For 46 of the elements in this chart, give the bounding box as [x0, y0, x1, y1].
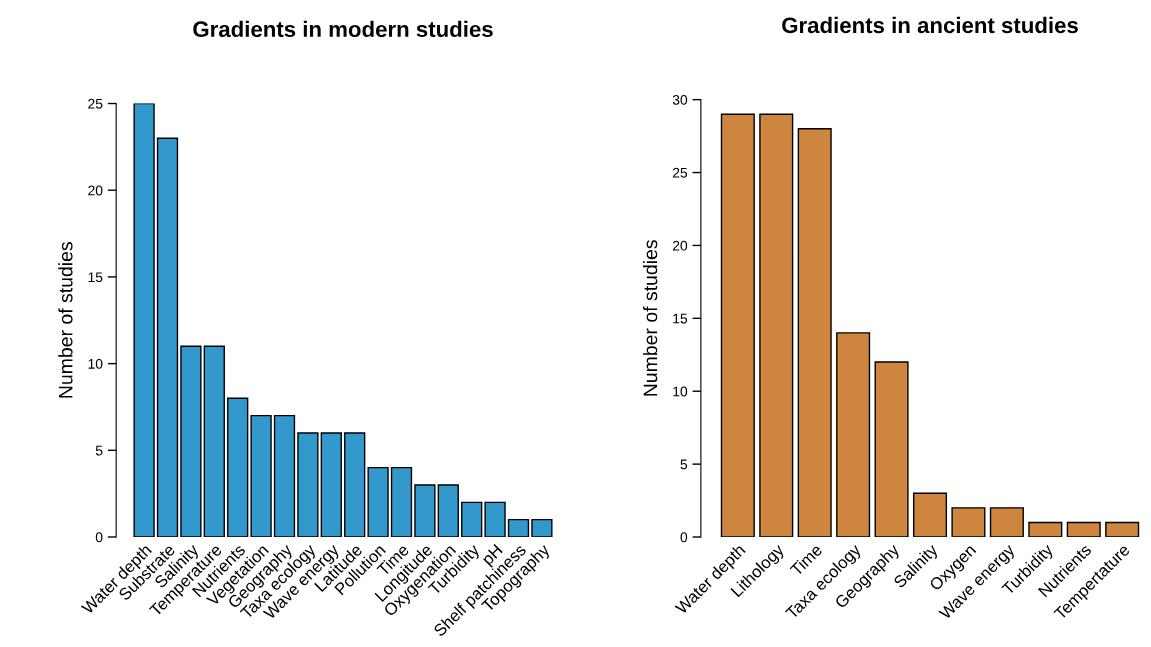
y-tick-label: 25 [88, 98, 103, 109]
bar [227, 397, 249, 538]
bar [1028, 521, 1063, 538]
y-tick-label: 20 [88, 185, 103, 196]
bar [250, 414, 272, 538]
y-tick-label: 5 [95, 445, 103, 456]
y-tick-label: 5 [680, 459, 688, 470]
bar [484, 501, 506, 538]
y-tick-label: 15 [673, 313, 688, 324]
chart-title: Gradients in modern studies [193, 20, 493, 38]
bar [951, 507, 986, 538]
bar [1105, 521, 1140, 538]
bar [1066, 521, 1101, 538]
y-tick-label: 20 [672, 240, 688, 251]
bar [367, 466, 389, 538]
bar [836, 332, 871, 538]
y-tick-label: 0 [680, 532, 688, 543]
bar [797, 128, 832, 538]
y-tick-label: 30 [672, 94, 688, 105]
bar [180, 345, 202, 538]
bar [156, 137, 179, 538]
bar [414, 484, 436, 538]
bar [874, 361, 909, 538]
bar [507, 518, 530, 538]
y-tick-label: 0 [95, 532, 103, 543]
bar [273, 414, 296, 538]
y-axis-title: Number of studies [643, 240, 658, 396]
bar [390, 466, 413, 538]
bar [133, 103, 155, 538]
y-tick-label: 25 [672, 167, 688, 178]
y-tick-label: 15 [88, 272, 103, 283]
bar [461, 501, 483, 538]
bar [989, 507, 1024, 538]
y-tick-label: 10 [673, 386, 688, 397]
bar [912, 492, 948, 538]
bar [344, 432, 366, 538]
bar [320, 432, 342, 538]
y-tick-label: 10 [88, 358, 103, 369]
bar [203, 345, 225, 538]
bar [759, 113, 794, 538]
bar [437, 484, 459, 538]
y-axis-title: Number of studies [58, 242, 73, 398]
bar [531, 518, 553, 538]
bar [720, 113, 755, 538]
bar [297, 432, 319, 538]
chart-title: Gradients in ancient studies [782, 16, 1078, 34]
